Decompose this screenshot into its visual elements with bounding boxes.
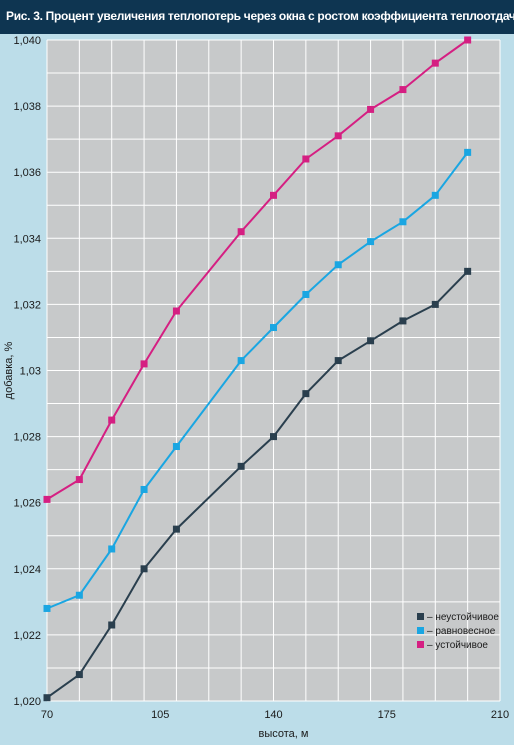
legend-swatch <box>417 613 424 620</box>
series-0 <box>43 267 472 702</box>
data-point-marker <box>75 671 83 679</box>
data-point-marker <box>464 148 472 156</box>
x-axis-label: высота, м <box>259 728 309 740</box>
legend-swatch <box>417 641 424 648</box>
y-axis-ticks: 1,020 1,022 1,024 1,026 1,028 1,03 1,032 1,034 1… <box>13 35 41 708</box>
data-point-marker <box>108 416 116 424</box>
data-point-marker <box>270 324 277 332</box>
x-tick-label: 105 <box>151 709 169 721</box>
data-point-marker <box>431 300 439 308</box>
x-tick-label: 140 <box>264 709 282 721</box>
data-point-marker <box>464 36 472 44</box>
data-point-marker <box>108 621 116 629</box>
y-axis-label: добавка, % <box>3 341 15 399</box>
data-point-marker <box>172 307 180 315</box>
y-tick-label: 1,020 <box>13 696 41 708</box>
data-point-marker <box>237 357 245 365</box>
data-point-marker <box>270 191 277 199</box>
legend-swatch <box>417 627 424 634</box>
data-point-marker <box>270 433 277 441</box>
y-tick-label: 1,040 <box>13 35 41 47</box>
data-point-marker <box>399 86 407 94</box>
y-tick-label: 1,024 <box>13 564 41 576</box>
data-point-marker <box>172 525 180 533</box>
data-point-marker <box>108 545 116 553</box>
data-point-marker <box>43 495 51 503</box>
y-tick-label: 1,028 <box>13 432 41 444</box>
data-point-marker <box>334 357 342 365</box>
data-point-marker <box>302 290 310 298</box>
data-point-marker <box>172 443 180 451</box>
series-group <box>43 36 472 702</box>
y-tick-label: 1,036 <box>13 167 41 179</box>
title-bar: Рис. 3. Процент увеличения теплопотерь ч… <box>0 0 514 34</box>
data-point-marker <box>367 337 375 345</box>
y-tick-label: 1,038 <box>13 101 41 113</box>
y-tick-label: 1,022 <box>13 630 41 642</box>
data-point-marker <box>140 360 148 368</box>
grid-lines <box>46 39 501 702</box>
series-2 <box>43 36 472 503</box>
data-point-marker <box>140 485 148 493</box>
x-tick-label: 175 <box>378 709 396 721</box>
data-point-marker <box>367 105 375 113</box>
legend-label: – устойчивое <box>427 640 488 651</box>
y-tick-label: 1,034 <box>13 233 41 245</box>
y-tick-label: 1,032 <box>13 299 41 311</box>
legend: – неустойчивое – равновесное – устойчивое <box>417 612 499 651</box>
data-point-marker <box>334 261 342 269</box>
data-point-marker <box>75 591 83 599</box>
x-tick-label: 210 <box>491 709 509 721</box>
legend-label: – равновесное <box>427 626 496 637</box>
data-point-marker <box>464 267 472 275</box>
data-point-marker <box>302 390 310 398</box>
data-point-marker <box>431 59 439 67</box>
data-point-marker <box>43 694 51 702</box>
legend-label: – неустойчивое <box>427 612 499 623</box>
data-point-marker <box>302 155 310 163</box>
data-point-marker <box>399 317 407 325</box>
series-1 <box>43 148 472 612</box>
data-point-marker <box>43 604 51 612</box>
data-point-marker <box>334 132 342 140</box>
y-tick-label: 1,03 <box>20 366 41 378</box>
data-point-marker <box>237 462 245 470</box>
chart-title: Рис. 3. Процент увеличения теплопотерь ч… <box>6 9 514 23</box>
data-point-marker <box>399 218 407 226</box>
y-tick-label: 1,026 <box>13 498 41 510</box>
data-point-marker <box>237 228 245 236</box>
x-axis-ticks: 70 105 140 175 210 <box>41 709 509 721</box>
data-point-marker <box>367 238 375 246</box>
data-point-marker <box>75 476 83 484</box>
x-tick-label: 70 <box>41 709 53 721</box>
data-point-marker <box>431 191 439 199</box>
data-point-marker <box>140 565 148 573</box>
